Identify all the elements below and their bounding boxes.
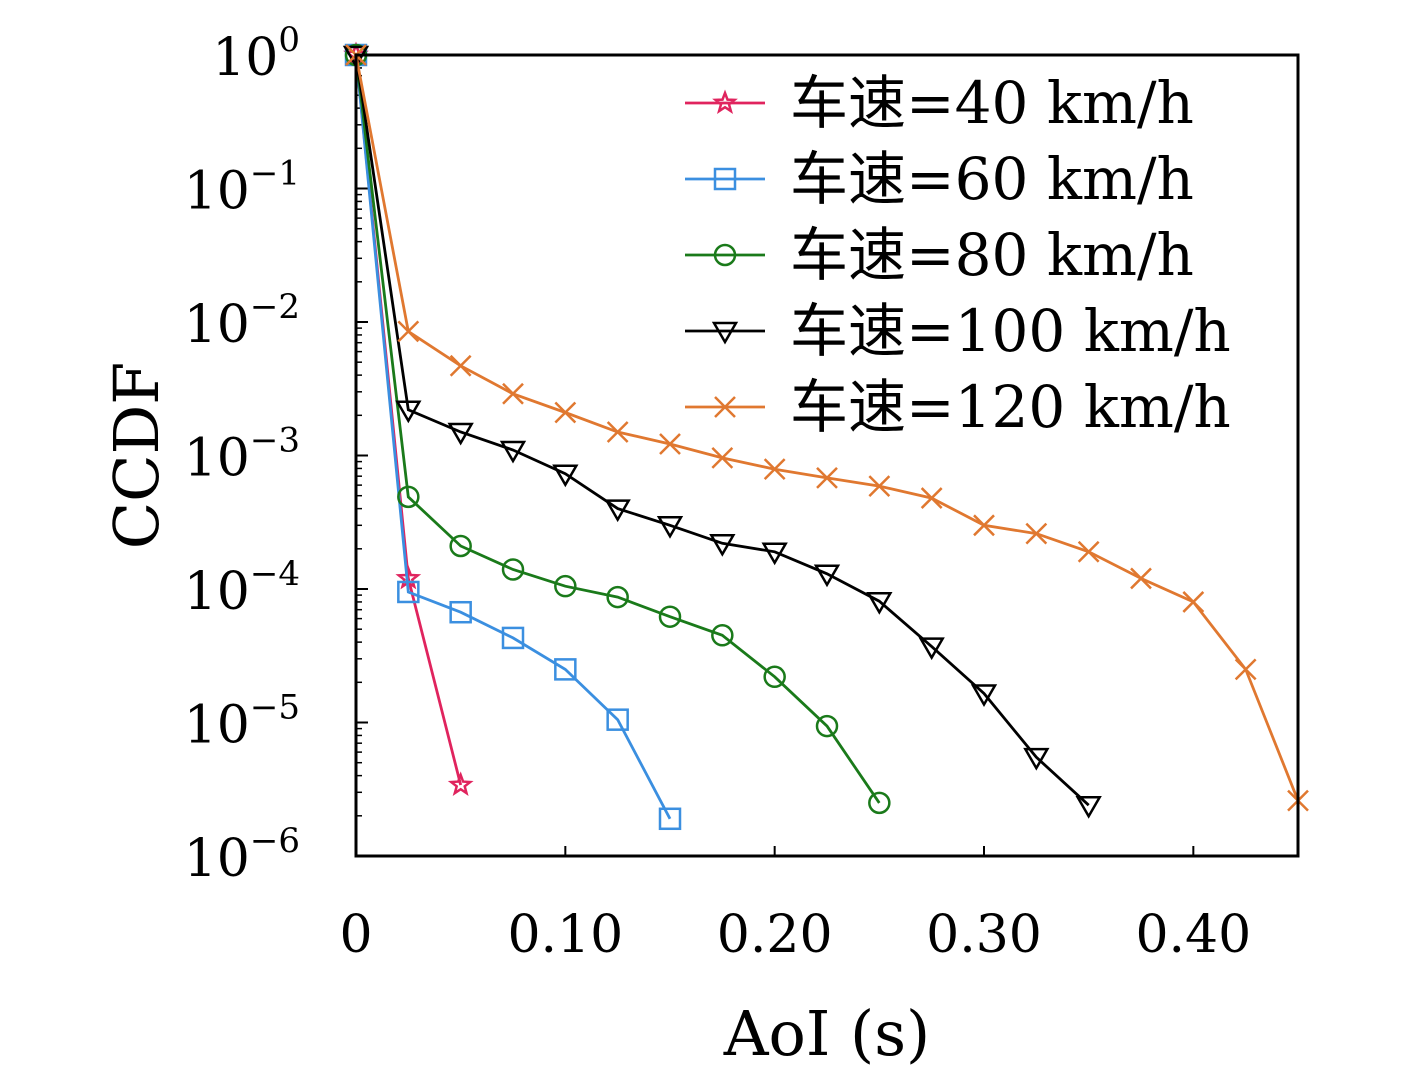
legend-marker (714, 396, 736, 418)
y-tick-exponent: −4 (250, 554, 300, 594)
data-point (658, 605, 682, 628)
data-point (606, 421, 629, 443)
data-point (1234, 658, 1257, 681)
legend-entry: 车速=60 km/h (685, 145, 1194, 213)
y-axis-label: CCDF (100, 362, 173, 550)
data-point (763, 665, 786, 689)
data-point (656, 516, 684, 539)
legend-label: 车速=80 km/h (790, 221, 1194, 289)
legend-entry: 车速=40 km/h (685, 69, 1194, 137)
series-line (354, 54, 672, 820)
data-point (397, 320, 420, 343)
y-tick-exponent: −3 (250, 421, 300, 461)
y-tick-label: 10−3 (184, 421, 300, 489)
data-point (763, 458, 786, 481)
data-point (397, 485, 420, 509)
y-tick-exponent: −1 (250, 154, 300, 194)
series-2 (344, 43, 891, 815)
y-tick-label: 10−4 (184, 554, 300, 622)
data-point (973, 514, 995, 537)
data-point (447, 422, 474, 446)
axis-ticks: 0 0.10 0.20 0.30 0.40 100 10−1 10−2 10−3 10−4 10−5… (184, 20, 1252, 965)
data-point (604, 499, 631, 523)
data-point (606, 708, 629, 731)
legend-label: 车速=60 km/h (790, 145, 1194, 213)
plot-frame (354, 53, 1300, 858)
data-point (501, 626, 525, 650)
data-point (501, 558, 525, 581)
x-tick-label: 0.30 (926, 905, 1042, 965)
x-tick-label: 0.40 (1135, 905, 1251, 965)
y-tick-label: 10−6 (184, 821, 300, 889)
legend-marker (711, 321, 739, 345)
legend-entry: 车速=80 km/h (685, 221, 1194, 289)
data-point (397, 580, 420, 604)
data-point (659, 433, 681, 455)
legend-marker (712, 89, 738, 114)
data-point (1077, 540, 1100, 563)
data-point (1130, 567, 1152, 590)
data-point (815, 714, 839, 738)
data-point (868, 475, 891, 497)
legend-label: 车速=40 km/h (790, 69, 1194, 137)
data-point (395, 400, 422, 424)
data-point (1025, 522, 1048, 545)
data-point (761, 542, 788, 566)
y-tick-label: 100 (212, 20, 300, 88)
data-point (552, 464, 579, 488)
data-point (554, 401, 577, 424)
legend: 车速=40 km/h 车速=60 km/h 车速=80 km/h 车速=100 km/… (685, 69, 1231, 441)
x-tick-label: 0.10 (507, 905, 623, 965)
series-1 (344, 43, 682, 831)
data-point (449, 600, 472, 624)
data-point (711, 624, 734, 647)
data-point (554, 658, 577, 681)
legend-marker (713, 167, 737, 191)
x-tick-label: 0 (339, 905, 372, 965)
data-point (502, 382, 524, 405)
y-tick-label: 10−5 (184, 688, 300, 756)
series-group (342, 41, 1309, 831)
legend-entry: 车速=120 km/h (685, 373, 1231, 441)
data-point (918, 637, 945, 661)
data-point (1075, 795, 1102, 819)
y-tick-exponent: −5 (250, 688, 300, 728)
legend-marker (713, 243, 737, 267)
data-point (499, 440, 527, 464)
data-point (711, 446, 734, 469)
y-tick-exponent: −6 (250, 821, 300, 861)
data-point (813, 564, 841, 588)
data-point (970, 684, 998, 707)
data-point (449, 354, 472, 377)
y-tick-exponent: 0 (278, 20, 300, 60)
data-point (606, 585, 629, 609)
x-tick-label: 0.20 (717, 905, 833, 965)
y-tick-label: 10−2 (184, 287, 300, 355)
data-point (1023, 747, 1050, 771)
data-point (447, 771, 474, 796)
data-point (1182, 591, 1205, 613)
y-tick-label: 10−1 (184, 154, 300, 222)
legend-label: 车速=120 km/h (790, 373, 1231, 441)
series-line (354, 54, 881, 804)
series-line (354, 54, 1090, 807)
data-point (816, 466, 838, 489)
x-axis-label: AoI (s) (723, 997, 931, 1070)
data-point (449, 534, 472, 558)
data-point (658, 807, 682, 831)
data-point (709, 534, 736, 557)
legend-entry: 车速=100 km/h (685, 297, 1231, 365)
legend-label: 车速=100 km/h (790, 297, 1231, 365)
y-tick-exponent: −2 (250, 287, 300, 327)
data-point (554, 574, 577, 598)
data-point (920, 487, 943, 509)
data-point (868, 791, 891, 815)
data-point (866, 591, 893, 615)
